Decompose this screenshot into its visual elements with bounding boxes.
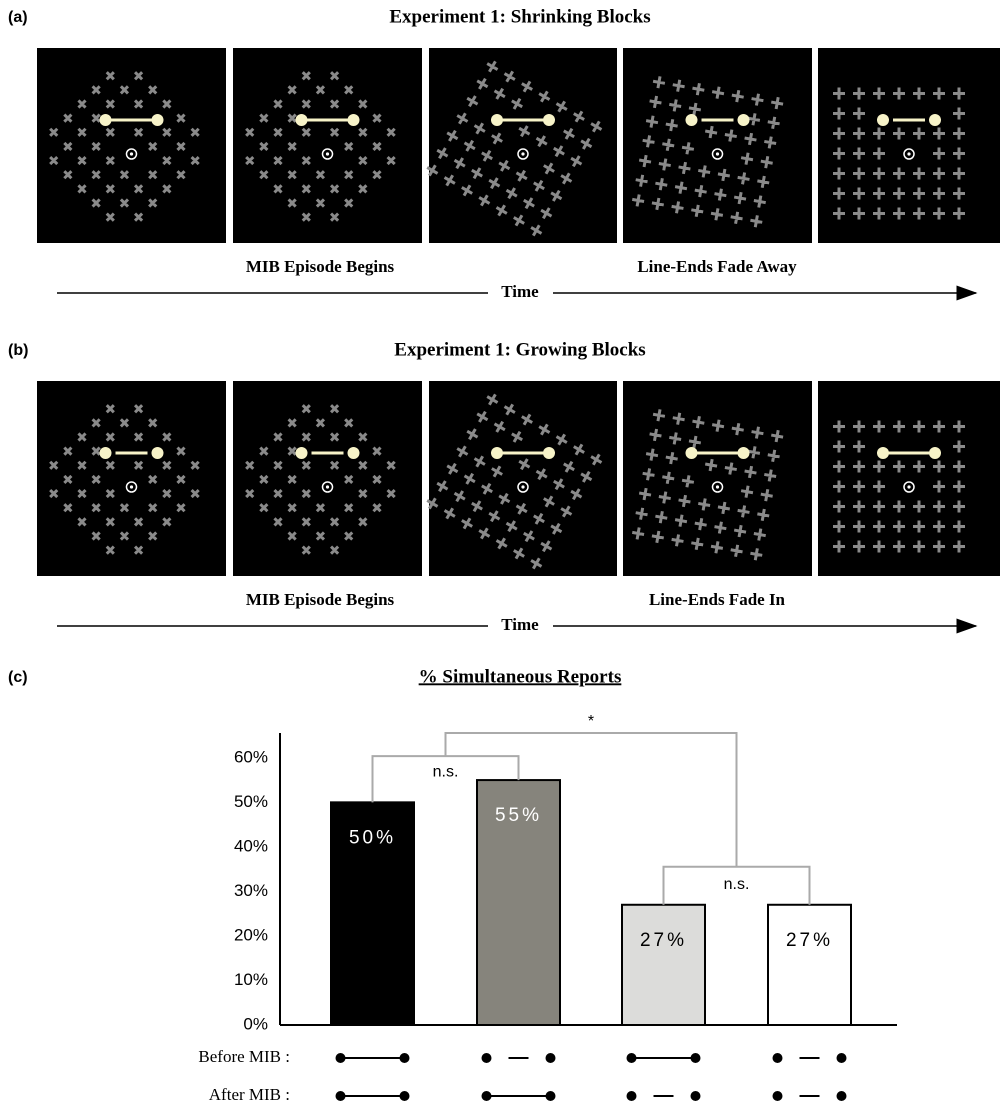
condition-icon [482, 1091, 556, 1101]
target-dot [348, 114, 360, 126]
target-dot [738, 447, 750, 459]
target-dot [491, 114, 503, 126]
target-dot [877, 114, 889, 126]
time-label: Time [501, 282, 539, 301]
panel-title: Experiment 1: Shrinking Blocks [389, 6, 650, 27]
stimulus-frame [37, 48, 226, 243]
stimulus-frame [233, 48, 422, 243]
frame-bg [818, 381, 1000, 576]
frame-bg [818, 48, 1000, 243]
target-dot [296, 447, 308, 459]
stimulus-frame [623, 48, 812, 243]
icon-dot [546, 1053, 556, 1063]
y-tick-label: 20% [234, 925, 268, 944]
target-dot [152, 114, 164, 126]
chart-title: % Simultaneous Reports [419, 666, 622, 687]
bar [768, 905, 851, 1025]
icon-dot [837, 1053, 847, 1063]
y-tick-label: 40% [234, 836, 268, 855]
icon-dot [691, 1091, 701, 1101]
stimulus-frame [427, 381, 617, 576]
y-tick-label: 30% [234, 881, 268, 900]
icon-dot [400, 1053, 410, 1063]
fixation-dot [907, 485, 910, 488]
condition-icon [336, 1091, 410, 1101]
fixation-dot [326, 152, 329, 155]
value-label: 55% [495, 805, 542, 826]
fixation-dot [326, 485, 329, 488]
row-label: Before MIB : [198, 1047, 290, 1066]
fixation-dot [130, 485, 133, 488]
stimulus-frame [818, 381, 1000, 576]
icon-dot [400, 1091, 410, 1101]
caption: Line-Ends Fade Away [637, 257, 797, 276]
icon-dot [482, 1053, 492, 1063]
condition-icon [773, 1091, 847, 1101]
figure: (a) Experiment 1: Shrinking Blocks MIB Epi… [0, 0, 1002, 1112]
y-tick-label: 10% [234, 970, 268, 989]
target-dot [686, 114, 698, 126]
target-dot [543, 447, 555, 459]
target-dot [296, 114, 308, 126]
target-dot [543, 114, 555, 126]
panel-label: (c) [8, 669, 28, 686]
fixation-dot [130, 152, 133, 155]
caption: MIB Episode Begins [246, 257, 395, 276]
fixation-dot [521, 485, 524, 488]
target-dot [152, 447, 164, 459]
icon-dot [546, 1091, 556, 1101]
stimulus-frame [623, 381, 812, 576]
target-dot [877, 447, 889, 459]
value-label: 27% [640, 930, 687, 951]
target-dot [686, 447, 698, 459]
fixation-dot [521, 152, 524, 155]
bar [622, 905, 705, 1025]
target-dot [738, 114, 750, 126]
stimulus-frame [427, 48, 617, 243]
stimulus-frame [818, 48, 1000, 243]
icon-dot [336, 1091, 346, 1101]
condition-icon [627, 1053, 701, 1063]
target-dot [491, 447, 503, 459]
target-dot [348, 447, 360, 459]
icon-dot [627, 1091, 637, 1101]
icon-dot [482, 1091, 492, 1101]
annotation: n.s. [433, 763, 459, 780]
condition-icon [336, 1053, 410, 1063]
icon-dot [691, 1053, 701, 1063]
target-dot [100, 114, 112, 126]
fixation-dot [716, 485, 719, 488]
fixation-dot [907, 152, 910, 155]
condition-icon [482, 1053, 556, 1063]
y-tick-label: 60% [234, 747, 268, 766]
y-tick-label: 50% [234, 792, 268, 811]
target-dot [929, 114, 941, 126]
value-label: 27% [786, 930, 833, 951]
caption: Line-Ends Fade In [649, 590, 786, 609]
panel-label: (b) [8, 342, 28, 359]
fixation-dot [716, 152, 719, 155]
stimulus-frame [37, 381, 226, 576]
target-dot [100, 447, 112, 459]
panel-label: (a) [8, 9, 28, 26]
annotation: n.s. [724, 876, 750, 893]
condition-icon [773, 1053, 847, 1063]
target-dot [929, 447, 941, 459]
page: {"panels": [ {"label": "(a)", "title": "… [0, 0, 1002, 1112]
value-label: 50% [349, 827, 396, 848]
annotation: * [588, 713, 594, 730]
time-label: Time [501, 615, 539, 634]
icon-dot [627, 1053, 637, 1063]
panel-title: Experiment 1: Growing Blocks [394, 339, 645, 360]
caption: MIB Episode Begins [246, 590, 395, 609]
y-tick-label: 0% [243, 1014, 268, 1033]
condition-icon [627, 1091, 701, 1101]
stimulus-frame [233, 381, 422, 576]
icon-dot [773, 1091, 783, 1101]
icon-dot [837, 1091, 847, 1101]
icon-dot [336, 1053, 346, 1063]
icon-dot [773, 1053, 783, 1063]
row-label: After MIB : [209, 1085, 290, 1104]
